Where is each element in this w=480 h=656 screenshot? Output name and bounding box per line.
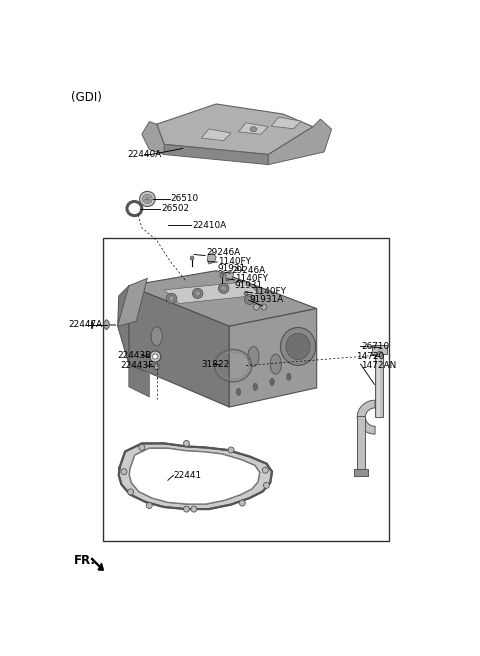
Ellipse shape <box>244 295 255 304</box>
Text: 22410A: 22410A <box>192 220 226 230</box>
Bar <box>354 469 368 476</box>
Polygon shape <box>156 104 313 155</box>
Ellipse shape <box>183 440 190 447</box>
Text: (GDI): (GDI) <box>71 91 102 104</box>
Ellipse shape <box>377 351 383 357</box>
Ellipse shape <box>287 373 291 380</box>
Text: 91931: 91931 <box>235 281 263 291</box>
Text: 91931A: 91931A <box>250 295 284 304</box>
Ellipse shape <box>130 205 139 213</box>
Ellipse shape <box>247 297 252 302</box>
Polygon shape <box>164 144 268 165</box>
Ellipse shape <box>264 482 269 488</box>
Bar <box>375 354 383 417</box>
Text: 91931: 91931 <box>218 264 246 273</box>
Ellipse shape <box>128 489 133 495</box>
Text: 1140FY: 1140FY <box>253 287 287 297</box>
Ellipse shape <box>248 346 259 367</box>
Ellipse shape <box>244 291 248 295</box>
Text: 1472AN: 1472AN <box>361 361 396 369</box>
Ellipse shape <box>139 444 145 451</box>
Text: 22441: 22441 <box>173 471 202 480</box>
Ellipse shape <box>220 274 224 277</box>
Polygon shape <box>357 400 375 434</box>
Polygon shape <box>142 121 164 155</box>
Text: 22440A: 22440A <box>127 150 161 159</box>
Polygon shape <box>129 271 317 326</box>
Ellipse shape <box>192 289 203 298</box>
Ellipse shape <box>151 327 162 346</box>
Polygon shape <box>129 364 149 397</box>
Ellipse shape <box>286 333 310 359</box>
Ellipse shape <box>261 304 267 310</box>
Ellipse shape <box>236 388 241 396</box>
Polygon shape <box>207 253 216 264</box>
Ellipse shape <box>195 291 201 296</box>
Text: 26710: 26710 <box>361 342 389 351</box>
Text: 26510: 26510 <box>170 194 199 203</box>
Polygon shape <box>268 119 332 165</box>
Bar <box>377 354 380 417</box>
Ellipse shape <box>270 379 274 385</box>
Polygon shape <box>129 286 229 407</box>
Polygon shape <box>118 286 129 364</box>
Ellipse shape <box>221 285 227 291</box>
Ellipse shape <box>183 506 190 512</box>
Ellipse shape <box>240 500 245 506</box>
Polygon shape <box>226 271 234 281</box>
Ellipse shape <box>155 363 159 370</box>
Text: 1140FY: 1140FY <box>235 274 268 283</box>
Bar <box>357 416 365 474</box>
Text: FR.: FR. <box>74 554 96 567</box>
Ellipse shape <box>218 283 229 293</box>
Text: 22447A: 22447A <box>68 320 102 329</box>
Polygon shape <box>104 319 109 330</box>
Ellipse shape <box>153 354 158 359</box>
Polygon shape <box>229 308 317 407</box>
Ellipse shape <box>140 192 155 207</box>
Ellipse shape <box>280 327 316 365</box>
Bar <box>103 238 389 541</box>
Polygon shape <box>130 448 260 504</box>
Ellipse shape <box>190 256 194 260</box>
Ellipse shape <box>167 293 177 304</box>
Ellipse shape <box>253 383 258 390</box>
Ellipse shape <box>228 447 234 453</box>
Text: 26502: 26502 <box>161 204 189 213</box>
FancyArrow shape <box>91 558 103 570</box>
Text: 29246A: 29246A <box>231 266 265 275</box>
Text: 29246A: 29246A <box>206 249 240 258</box>
Ellipse shape <box>168 296 175 301</box>
Polygon shape <box>118 278 147 326</box>
Polygon shape <box>119 443 272 509</box>
Ellipse shape <box>191 506 197 512</box>
Polygon shape <box>271 117 301 129</box>
Polygon shape <box>202 129 231 140</box>
Ellipse shape <box>121 468 127 475</box>
Ellipse shape <box>263 467 268 473</box>
Polygon shape <box>239 123 268 134</box>
Ellipse shape <box>143 194 152 203</box>
Bar <box>372 345 386 354</box>
Polygon shape <box>164 282 261 304</box>
Ellipse shape <box>146 502 152 508</box>
Text: 14720: 14720 <box>356 352 384 361</box>
Text: 31822: 31822 <box>202 359 229 369</box>
Text: 22443B: 22443B <box>117 351 151 360</box>
Ellipse shape <box>270 354 281 374</box>
Ellipse shape <box>250 127 257 132</box>
Text: 1140FY: 1140FY <box>218 257 251 266</box>
Ellipse shape <box>150 351 161 362</box>
Text: 22443F: 22443F <box>120 361 154 370</box>
Ellipse shape <box>253 304 259 310</box>
